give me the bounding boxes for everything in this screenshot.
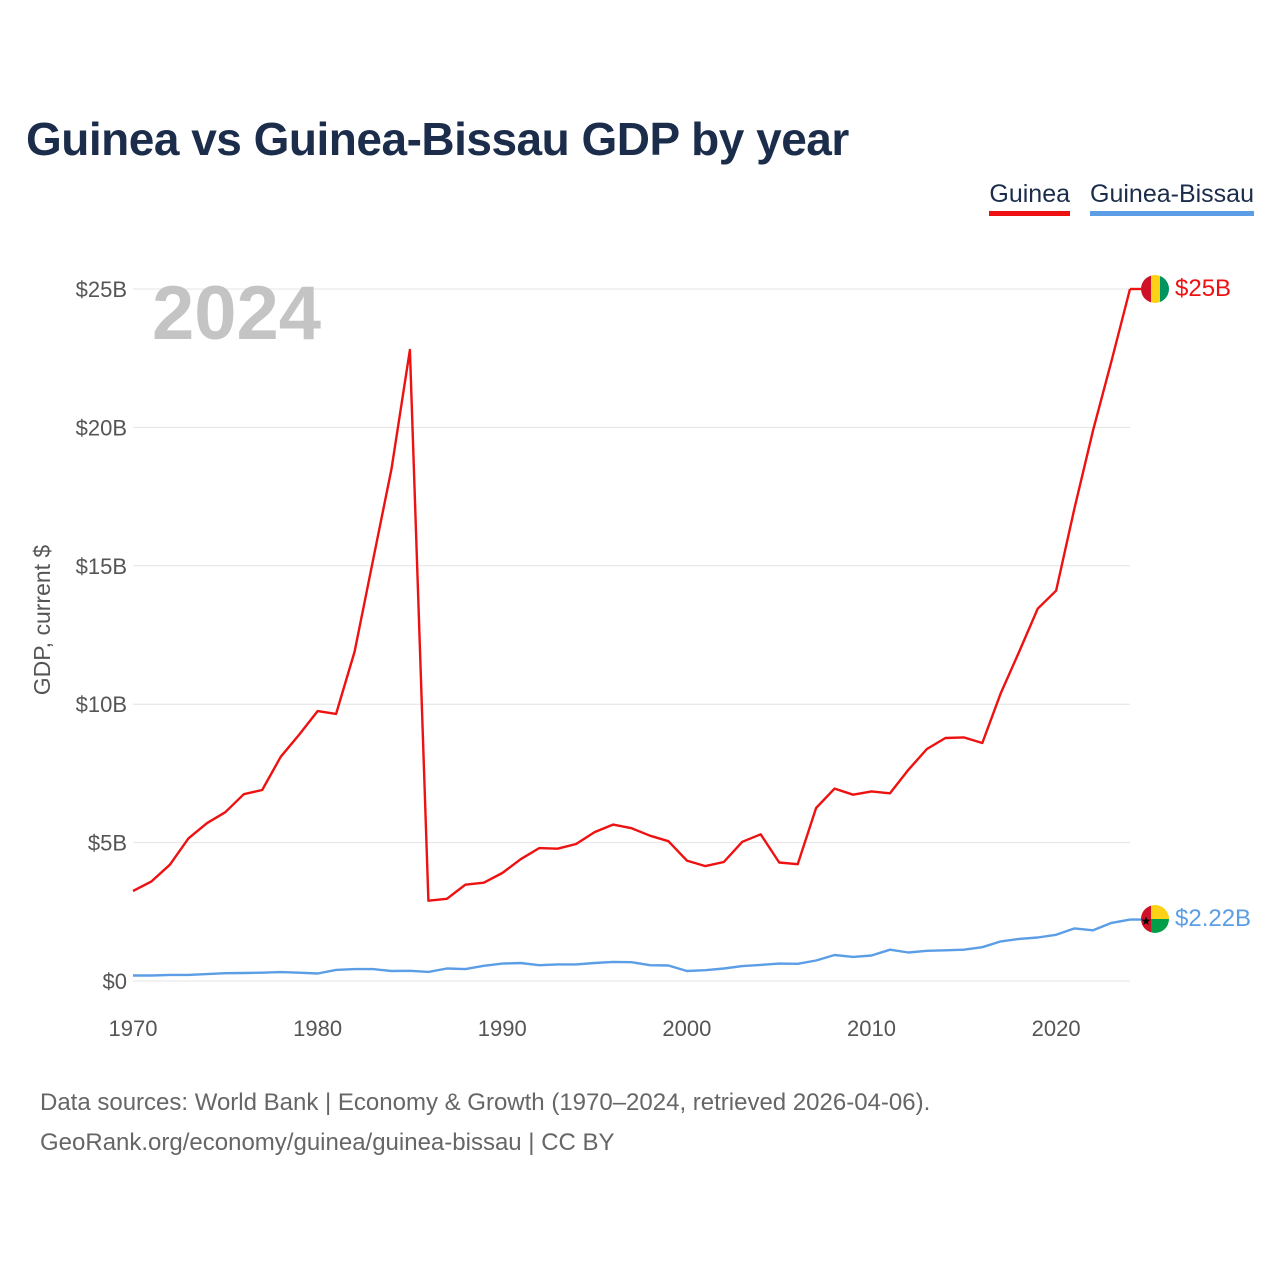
y-tick-label: $25B: [76, 277, 127, 302]
source-note: Data sources: World Bank | Economy & Gro…: [40, 1083, 930, 1163]
x-axis-ticks: 1970 1980 1990 2000 2010 2020: [109, 1016, 1081, 1041]
svg-text:★: ★: [1141, 914, 1152, 928]
guinea-bissau-flag-icon: ★: [1141, 905, 1169, 933]
legend-item-guinea-bissau[interactable]: Guinea-Bissau: [1090, 180, 1254, 216]
x-tick-label: 2010: [847, 1016, 896, 1041]
x-tick-label: 1990: [478, 1016, 527, 1041]
legend-item-guinea[interactable]: Guinea: [989, 180, 1071, 216]
y-tick-label: $20B: [76, 415, 127, 440]
series-line-guinea-bissau: [133, 918, 1131, 977]
y-axis-ticks: $0 $5B $10B $15B $20B $25B: [76, 277, 127, 994]
x-tick-label: 1980: [293, 1016, 342, 1041]
chart-title: Guinea vs Guinea-Bissau GDP by year: [26, 113, 849, 165]
guinea-flag-icon: [1141, 275, 1169, 303]
y-axis-title: GDP, current $: [29, 545, 55, 696]
chart-area: $0 $5B $10B $15B $20B $25B 1970 1980 1990 2000 20…: [29, 271, 1251, 1041]
y-tick-label: $0: [103, 969, 127, 994]
y-tick-label: $10B: [76, 692, 127, 717]
end-label-guinea: $25B: [1175, 275, 1231, 302]
x-tick-label: 2000: [662, 1016, 711, 1041]
gridlines: [133, 288, 1130, 982]
y-tick-label: $15B: [76, 554, 127, 579]
year-overlay: 2024: [152, 271, 321, 356]
series-lines: [132, 287, 1141, 977]
y-tick-label: $5B: [88, 831, 127, 856]
x-tick-label: 2020: [1032, 1016, 1081, 1041]
end-label-guinea-bissau: $2.22B: [1175, 905, 1251, 932]
source-line-2: GeoRank.org/economy/guinea/guinea-bissau…: [40, 1129, 615, 1156]
source-line-1: Data sources: World Bank | Economy & Gro…: [40, 1089, 931, 1116]
series-line-guinea: [132, 288, 1132, 902]
x-tick-label: 1970: [109, 1016, 158, 1041]
legend: Guinea Guinea-Bissau: [989, 180, 1254, 216]
